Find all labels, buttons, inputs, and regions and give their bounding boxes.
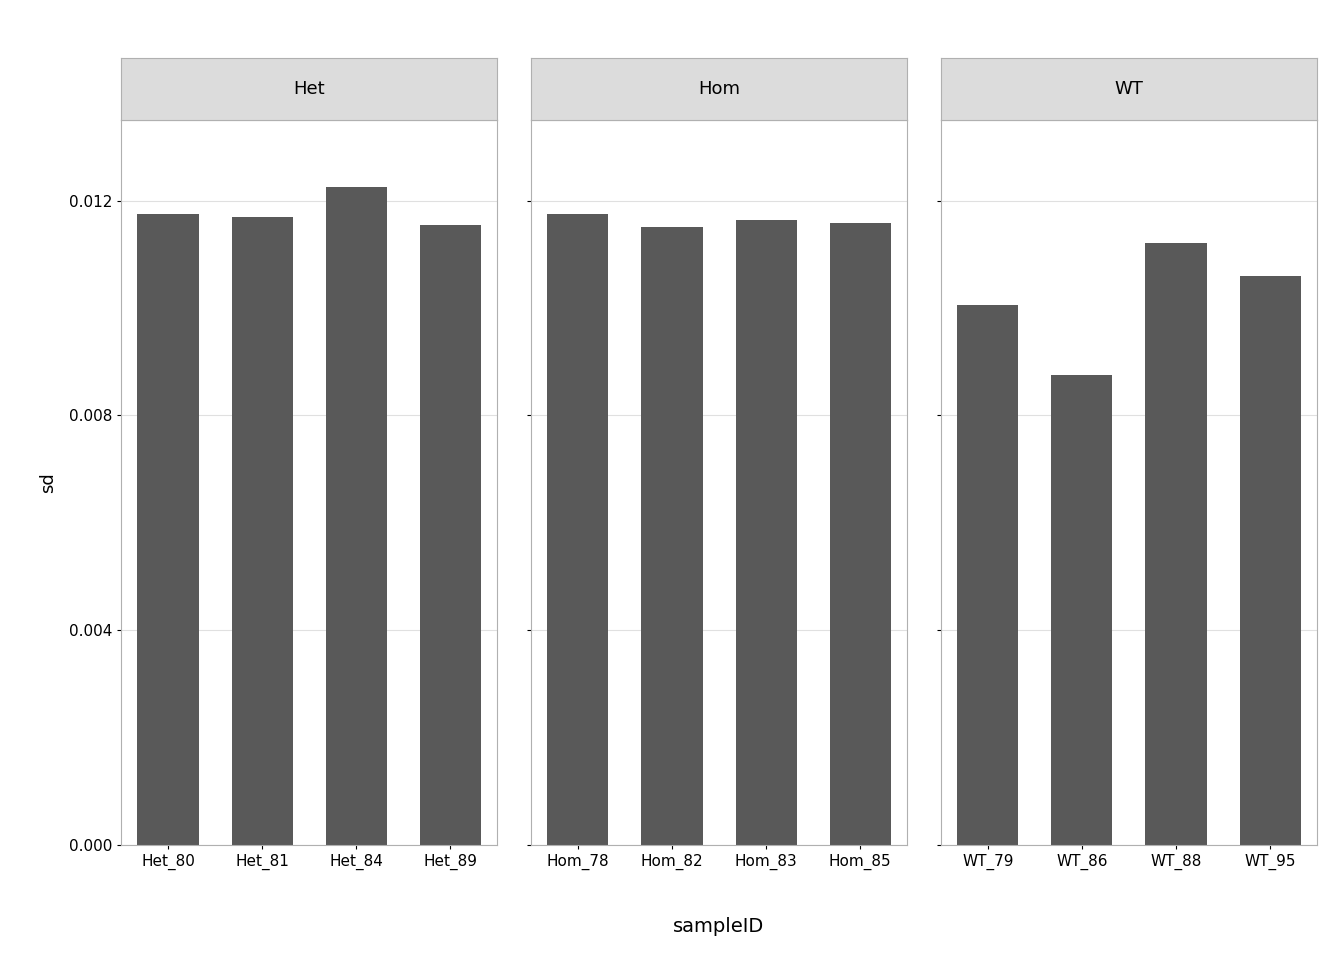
Text: Het: Het <box>293 80 325 98</box>
Bar <box>641 228 703 845</box>
Bar <box>1239 276 1301 845</box>
Text: Hom: Hom <box>698 80 741 98</box>
Bar <box>325 187 387 845</box>
Bar <box>419 225 481 845</box>
Bar <box>1145 244 1207 845</box>
Bar <box>231 217 293 845</box>
Bar <box>547 214 609 845</box>
Bar <box>1051 375 1113 845</box>
Text: sampleID: sampleID <box>673 917 765 936</box>
Bar <box>137 214 199 845</box>
Y-axis label: sd: sd <box>39 472 58 492</box>
Text: WT: WT <box>1114 80 1144 98</box>
Bar <box>957 305 1019 845</box>
Bar <box>829 223 891 845</box>
Bar <box>735 221 797 845</box>
